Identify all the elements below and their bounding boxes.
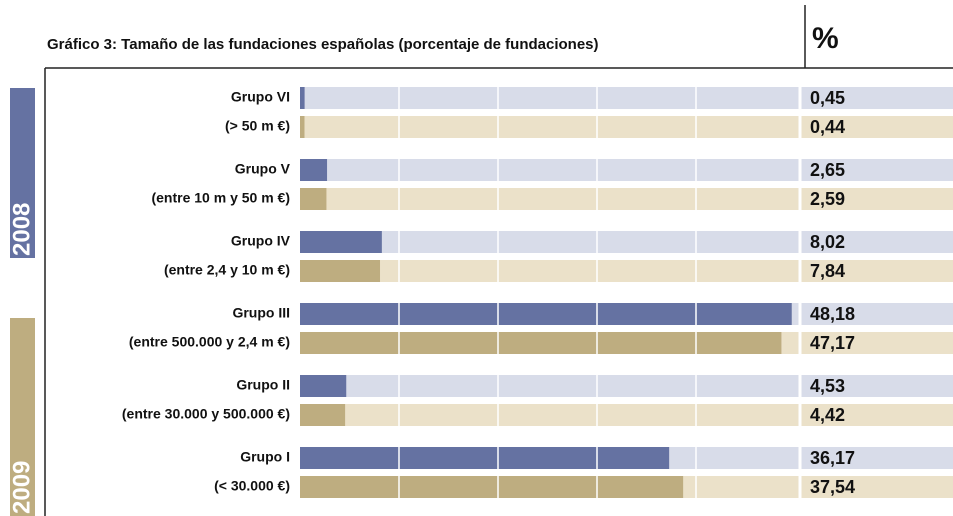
bar: [300, 404, 346, 426]
bar: [300, 303, 792, 325]
bar-track: [300, 260, 953, 282]
bar-track: [300, 159, 953, 181]
value-label: 0,45: [810, 88, 845, 108]
category-label: Grupo IV: [231, 233, 291, 249]
legend-label: 2008: [8, 203, 35, 256]
bar-track: [300, 231, 953, 253]
bar-track: [300, 375, 953, 397]
value-label: 2,59: [810, 189, 845, 209]
bar: [300, 159, 328, 181]
category-label: Grupo III: [232, 305, 290, 321]
value-label: 7,84: [810, 261, 845, 281]
bar: [300, 116, 305, 138]
bar: [300, 188, 327, 210]
category-label: Grupo V: [235, 161, 291, 177]
category-label: (> 50 m €): [225, 118, 290, 134]
bar: [300, 231, 382, 253]
value-label: 36,17: [810, 448, 855, 468]
legend-label: 2009: [8, 461, 35, 514]
bar: [300, 260, 381, 282]
value-header: %: [812, 22, 839, 55]
chart-title: Gráfico 3: Tamaño de las fundaciones esp…: [47, 36, 599, 53]
bar: [300, 447, 670, 469]
category-label: (entre 500.000 y 2,4 m €): [129, 334, 290, 350]
value-label: 4,42: [810, 405, 845, 425]
value-label: 8,02: [810, 232, 845, 252]
bar-track: [300, 87, 953, 109]
bar-track: [300, 188, 953, 210]
category-label: (entre 30.000 y 500.000 €): [122, 406, 290, 422]
bar: [300, 375, 347, 397]
value-label: 2,65: [810, 160, 845, 180]
value-label: 48,18: [810, 304, 855, 324]
category-label: (entre 2,4 y 10 m €): [164, 262, 290, 278]
value-label: 47,17: [810, 333, 855, 353]
bar: [300, 87, 305, 109]
bar-track: [300, 116, 953, 138]
category-label: (entre 10 m y 50 m €): [151, 190, 290, 206]
category-label: Grupo I: [240, 449, 290, 465]
legend-band: [10, 88, 35, 258]
category-label: Grupo VI: [231, 89, 290, 105]
bar: [300, 332, 782, 354]
value-label: 37,54: [810, 477, 855, 497]
category-label: Grupo II: [236, 377, 290, 393]
category-label: (< 30.000 €): [214, 478, 290, 494]
legend-band: [10, 318, 35, 516]
value-label: 4,53: [810, 376, 845, 396]
bar-track: [300, 404, 953, 426]
value-label: 0,44: [810, 117, 845, 137]
bar: [300, 476, 684, 498]
